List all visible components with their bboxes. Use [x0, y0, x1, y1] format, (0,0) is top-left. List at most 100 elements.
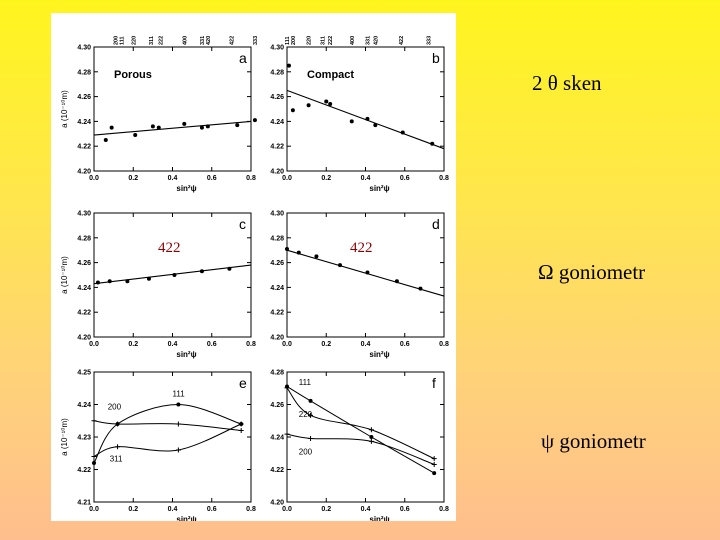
panel-f-series-220-point: [284, 385, 290, 391]
panel-f-series-220-line: [286, 387, 435, 460]
panel-d-xtick-label: 0.2: [321, 341, 331, 348]
panel-d-xtick-label: 0.6: [400, 341, 410, 348]
panel-e-series-111-point: [176, 402, 181, 407]
panel-b-fit-line: [286, 89, 445, 150]
panel-c-data-point: [199, 269, 204, 274]
panel-f-series-200-point: [431, 461, 437, 467]
panel-a-ytick-label: 4.30: [77, 45, 91, 52]
panel-f-series-111-label: 111: [299, 378, 312, 387]
panel-d-fit-line: [286, 249, 445, 297]
panel-d-ytick-label: 4.22: [270, 310, 284, 317]
panel-a-xtick-label: 0.8: [246, 175, 256, 182]
panel-e-series-200-line: [93, 420, 242, 431]
panel-b-data-point: [400, 130, 405, 135]
panel-d-xtick-label: 0.0: [282, 341, 292, 348]
panel-f-series-200-point: [368, 438, 374, 444]
panel-e-ytick-label: 4.25: [77, 370, 91, 377]
panel-e-letter: e: [239, 375, 247, 391]
panel-a-ytick-label: 4.26: [77, 94, 91, 101]
panel-a-xtick-label: 0.2: [128, 175, 138, 182]
panel-a-data-point: [156, 125, 161, 130]
panel-b-data-point: [290, 108, 295, 113]
panel-a-ytick-label: 4.24: [77, 119, 91, 126]
panel-a-letter: a: [239, 50, 247, 66]
panel-f-series-200-point: [308, 435, 314, 441]
panel-c-data-point: [95, 280, 100, 285]
overlay-label-422-right: 422: [350, 240, 373, 256]
panel-b-reflection-label: 222: [328, 36, 334, 45]
panel-f-xtick-label: 0.2: [321, 506, 331, 513]
panel-b-xtick-label: 0.6: [400, 175, 410, 182]
panel-e-series-311-point: [238, 421, 244, 427]
panel-a-data-point: [205, 124, 210, 129]
panel-a-reflection-label: 333: [253, 36, 259, 45]
panel-e-series-311-point: [91, 454, 97, 459]
panel-e-xtick-label: 0.4: [168, 506, 178, 513]
panel-b-data-point: [286, 63, 291, 68]
panel-d-frame: [286, 212, 445, 338]
panel-c-ytick-label: 4.20: [77, 335, 91, 342]
panel-d-data-point: [418, 286, 423, 291]
panel-c-ytick-label: 4.24: [77, 285, 91, 292]
panel-a-ytick-label: 4.20: [77, 169, 91, 176]
panel-e-ytick-label: 4.24: [77, 402, 91, 409]
panel-c-data-point: [107, 279, 112, 284]
panel-b-ytick-label: 4.26: [270, 94, 284, 101]
panel-f-series-200-line: [286, 433, 435, 465]
panel-c-xtick-label: 0.4: [168, 341, 178, 348]
panel-a-frame: [93, 46, 252, 172]
panel-e-xtick-label: 0.6: [207, 506, 217, 513]
panel-b-ytick-label: 4.30: [270, 45, 284, 52]
panel-b-reflection-label: 331: [365, 36, 371, 45]
panel-b-data-point: [365, 116, 370, 121]
panel-b-xtick-label: 0.8: [439, 175, 449, 182]
panel-f-xtick-label: 0.4: [361, 506, 371, 513]
panel-c-data-point: [125, 279, 130, 284]
panel-d-data-point: [365, 270, 370, 275]
panel-a-ytick-label: 4.28: [77, 69, 91, 76]
panel-c-xtick-label: 0.6: [207, 341, 217, 348]
panel-b-data-point: [306, 103, 311, 108]
overlay-label-422-left: 422: [158, 240, 181, 256]
panel-d-ytick-label: 4.24: [270, 285, 284, 292]
panel-e-ytick-label: 4.21: [77, 500, 91, 507]
panel-a-reflection-label: 400: [182, 36, 188, 45]
panel-d-data-point: [296, 250, 301, 255]
panel-d-letter: d: [432, 216, 440, 232]
panel-f-ytick-label: 4.22: [270, 467, 284, 474]
panel-e-series-200-point: [175, 421, 181, 427]
panel-f-series-111-point: [432, 471, 437, 476]
panel-b-reflection-label: 422: [399, 36, 405, 45]
panel-f-ytick-label: 4.24: [270, 435, 284, 442]
panel-b-reflection-label: 200: [291, 36, 297, 45]
panel-a-reflection-label: 420: [206, 36, 212, 45]
panel-e-series-311-line: [93, 423, 242, 457]
panel-d-ytick-label: 4.28: [270, 235, 284, 242]
panel-c-xtick-label: 0.2: [128, 341, 138, 348]
panel-b-reflection-label: 400: [350, 36, 356, 45]
panel-c-data-point: [227, 266, 232, 271]
panel-e-series-111-line: [93, 403, 242, 464]
panel-a-data-point: [109, 125, 114, 130]
panel-e-ytick-label: 4.23: [77, 435, 91, 442]
panel-d-xlabel: sin²ψ: [369, 350, 389, 359]
panel-a-reflection-label: 331: [200, 36, 206, 45]
panel-b-data-point: [373, 123, 378, 128]
panel-c-ylabel: a (10⁻¹⁰m): [60, 256, 69, 294]
panel-c-ytick-label: 4.30: [77, 211, 91, 218]
panel-e-series-311-point: [175, 447, 181, 453]
panel-e-series-200-label: 200: [108, 402, 122, 411]
panel-c-xtick-label: 0.0: [89, 341, 99, 348]
panel-e-series-200-point: [91, 418, 97, 424]
panel-f-series-220-point: [431, 456, 437, 462]
panel-a-data-point: [199, 125, 204, 130]
panel-a-annotation: Porous: [114, 69, 152, 81]
panel-b-xtick-label: 0.4: [361, 175, 371, 182]
panel-a-xtick-label: 0.6: [207, 175, 217, 182]
panel-d-ytick-label: 4.20: [270, 335, 284, 342]
panel-f-series-111-point: [369, 435, 374, 439]
caption-two-theta-scan: 2 θ sken: [532, 71, 602, 95]
panel-a-reflection-label: 422: [229, 36, 235, 45]
panel-d-xtick-label: 0.4: [361, 341, 371, 348]
panel-d-ytick-label: 4.30: [270, 211, 284, 218]
